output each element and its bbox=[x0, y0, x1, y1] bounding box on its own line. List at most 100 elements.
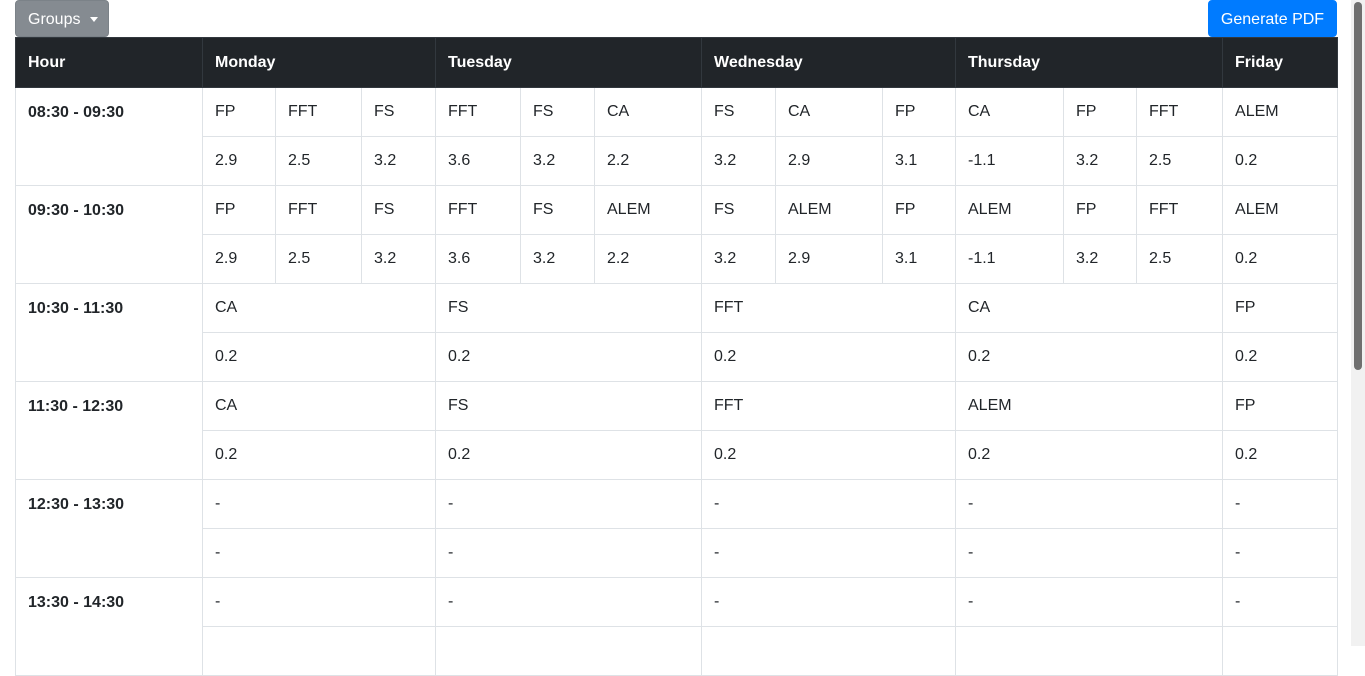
subject-cell: CA bbox=[202, 381, 436, 431]
subject-cell: FFT bbox=[435, 185, 521, 235]
subject-cell: FS bbox=[701, 185, 776, 235]
value-cell: -1.1 bbox=[955, 234, 1064, 284]
value-cell: 0.2 bbox=[954, 332, 1224, 382]
subject-cell: FS bbox=[361, 87, 436, 137]
table-row: 08:30 - 09:30 FP FFT FS FFT FS CA FS CA … bbox=[15, 87, 1339, 186]
subject-cell: - bbox=[202, 479, 436, 529]
table-row: 0.2 0.2 0.2 0.2 0.2 bbox=[16, 430, 1339, 480]
subject-cell: - bbox=[1222, 577, 1339, 627]
subject-cell: CA bbox=[594, 87, 702, 137]
generate-pdf-button[interactable]: Generate PDF bbox=[1208, 0, 1337, 37]
subject-cell: ALEM bbox=[1222, 185, 1339, 235]
subject-cell: ALEM bbox=[954, 381, 1224, 431]
value-cell: 3.2 bbox=[520, 136, 595, 186]
subject-cell: ALEM bbox=[1222, 87, 1339, 137]
value-cell: 0.2 bbox=[954, 430, 1224, 480]
scrollbar-thumb[interactable] bbox=[1354, 2, 1362, 370]
subject-cell: FFT bbox=[435, 87, 521, 137]
table-row: 0.2 0.2 0.2 0.2 0.2 bbox=[16, 332, 1339, 382]
header-wednesday: Wednesday bbox=[701, 37, 956, 88]
subject-cell: FP bbox=[1063, 87, 1137, 137]
value-cell: 2.5 bbox=[1135, 234, 1224, 284]
value-cell: 3.2 bbox=[1063, 234, 1137, 284]
subject-cell: FS bbox=[435, 283, 702, 333]
subject-cell: ALEM bbox=[955, 185, 1064, 235]
subject-cell: FFT bbox=[701, 381, 956, 431]
subject-cell: - bbox=[954, 577, 1224, 627]
hour-cell: 10:30 - 11:30 bbox=[15, 283, 203, 382]
value-cell: 0.2 bbox=[1222, 136, 1339, 186]
header-friday: Friday bbox=[1222, 37, 1339, 88]
subject-cell: - bbox=[435, 479, 702, 529]
hour-cell: 12:30 - 13:30 bbox=[15, 479, 203, 578]
subject-cell: FP bbox=[1063, 185, 1137, 235]
value-cell: 2.2 bbox=[594, 136, 702, 186]
subject-cell: FP bbox=[882, 185, 956, 235]
value-cell bbox=[202, 626, 436, 676]
schedule-table-container: Hour Monday Tuesday Wednesday Thursday F… bbox=[15, 37, 1339, 676]
value-cell: 2.2 bbox=[594, 234, 702, 284]
value-cell: 2.9 bbox=[775, 136, 883, 186]
vertical-scrollbar[interactable] bbox=[1351, 0, 1365, 646]
table-row: 10:30 - 11:30 CA FS FFT CA FP bbox=[15, 283, 1339, 382]
header-tuesday: Tuesday bbox=[435, 37, 702, 88]
subject-cell: FP bbox=[202, 185, 276, 235]
value-cell bbox=[954, 626, 1224, 676]
caret-down-icon bbox=[90, 17, 98, 22]
table-row: 13:30 - 14:30 - - - - - bbox=[15, 577, 1339, 676]
value-cell: 2.9 bbox=[202, 136, 276, 186]
subject-cell: - bbox=[701, 577, 956, 627]
schedule-table: Hour Monday Tuesday Wednesday Thursday F… bbox=[15, 37, 1339, 676]
value-cell: 0.2 bbox=[202, 332, 436, 382]
value-cell: - bbox=[435, 528, 702, 578]
subject-cell: FP bbox=[882, 87, 956, 137]
groups-dropdown-button[interactable]: Groups bbox=[15, 0, 109, 37]
value-cell: 2.5 bbox=[1135, 136, 1224, 186]
value-cell bbox=[435, 626, 702, 676]
value-cell: 3.2 bbox=[361, 136, 436, 186]
table-row: 11:30 - 12:30 CA FS FFT ALEM FP bbox=[15, 381, 1339, 480]
hour-cell: 08:30 - 09:30 bbox=[15, 87, 203, 186]
subject-cell: FS bbox=[701, 87, 776, 137]
subject-cell: FFT bbox=[701, 283, 956, 333]
subject-cell: - bbox=[701, 479, 956, 529]
value-cell: - bbox=[701, 528, 956, 578]
subject-cell: ALEM bbox=[775, 185, 883, 235]
value-cell: 3.2 bbox=[701, 136, 776, 186]
value-cell: 3.2 bbox=[520, 234, 595, 284]
table-row bbox=[16, 626, 1339, 676]
subject-cell: FFT bbox=[275, 185, 362, 235]
value-cell: 0.2 bbox=[202, 430, 436, 480]
table-row: 2.9 2.5 3.2 3.6 3.2 2.2 3.2 2.9 3.1 -1.1… bbox=[16, 234, 1339, 284]
header-hour: Hour bbox=[15, 37, 203, 88]
subject-cell: CA bbox=[202, 283, 436, 333]
value-cell: 2.9 bbox=[202, 234, 276, 284]
table-row: 12:30 - 13:30 - - - - - bbox=[15, 479, 1339, 578]
subject-cell: FS bbox=[520, 185, 595, 235]
subject-cell: CA bbox=[775, 87, 883, 137]
value-cell: 0.2 bbox=[701, 332, 956, 382]
value-cell: 3.1 bbox=[882, 136, 956, 186]
hour-cell: 13:30 - 14:30 bbox=[15, 577, 203, 676]
header-thursday: Thursday bbox=[954, 37, 1224, 88]
groups-button-label: Groups bbox=[28, 11, 81, 28]
subject-cell: FS bbox=[435, 381, 702, 431]
value-cell: -1.1 bbox=[955, 136, 1064, 186]
subject-cell: FFT bbox=[1135, 185, 1224, 235]
value-cell: 0.2 bbox=[1222, 430, 1339, 480]
value-cell: 0.2 bbox=[435, 430, 702, 480]
subject-cell: FP bbox=[1222, 283, 1339, 333]
value-cell: 2.5 bbox=[275, 234, 362, 284]
value-cell: 3.1 bbox=[882, 234, 956, 284]
value-cell: - bbox=[202, 528, 436, 578]
hour-cell: 11:30 - 12:30 bbox=[15, 381, 203, 480]
subject-cell: - bbox=[435, 577, 702, 627]
subject-cell: FFT bbox=[275, 87, 362, 137]
table-row: - - - - - bbox=[16, 528, 1339, 578]
header-row: Hour Monday Tuesday Wednesday Thursday F… bbox=[15, 37, 1339, 88]
subject-cell: CA bbox=[954, 283, 1224, 333]
subject-cell: FP bbox=[1222, 381, 1339, 431]
value-cell: 0.2 bbox=[435, 332, 702, 382]
value-cell: 0.2 bbox=[1222, 234, 1339, 284]
hour-cell: 09:30 - 10:30 bbox=[15, 185, 203, 284]
